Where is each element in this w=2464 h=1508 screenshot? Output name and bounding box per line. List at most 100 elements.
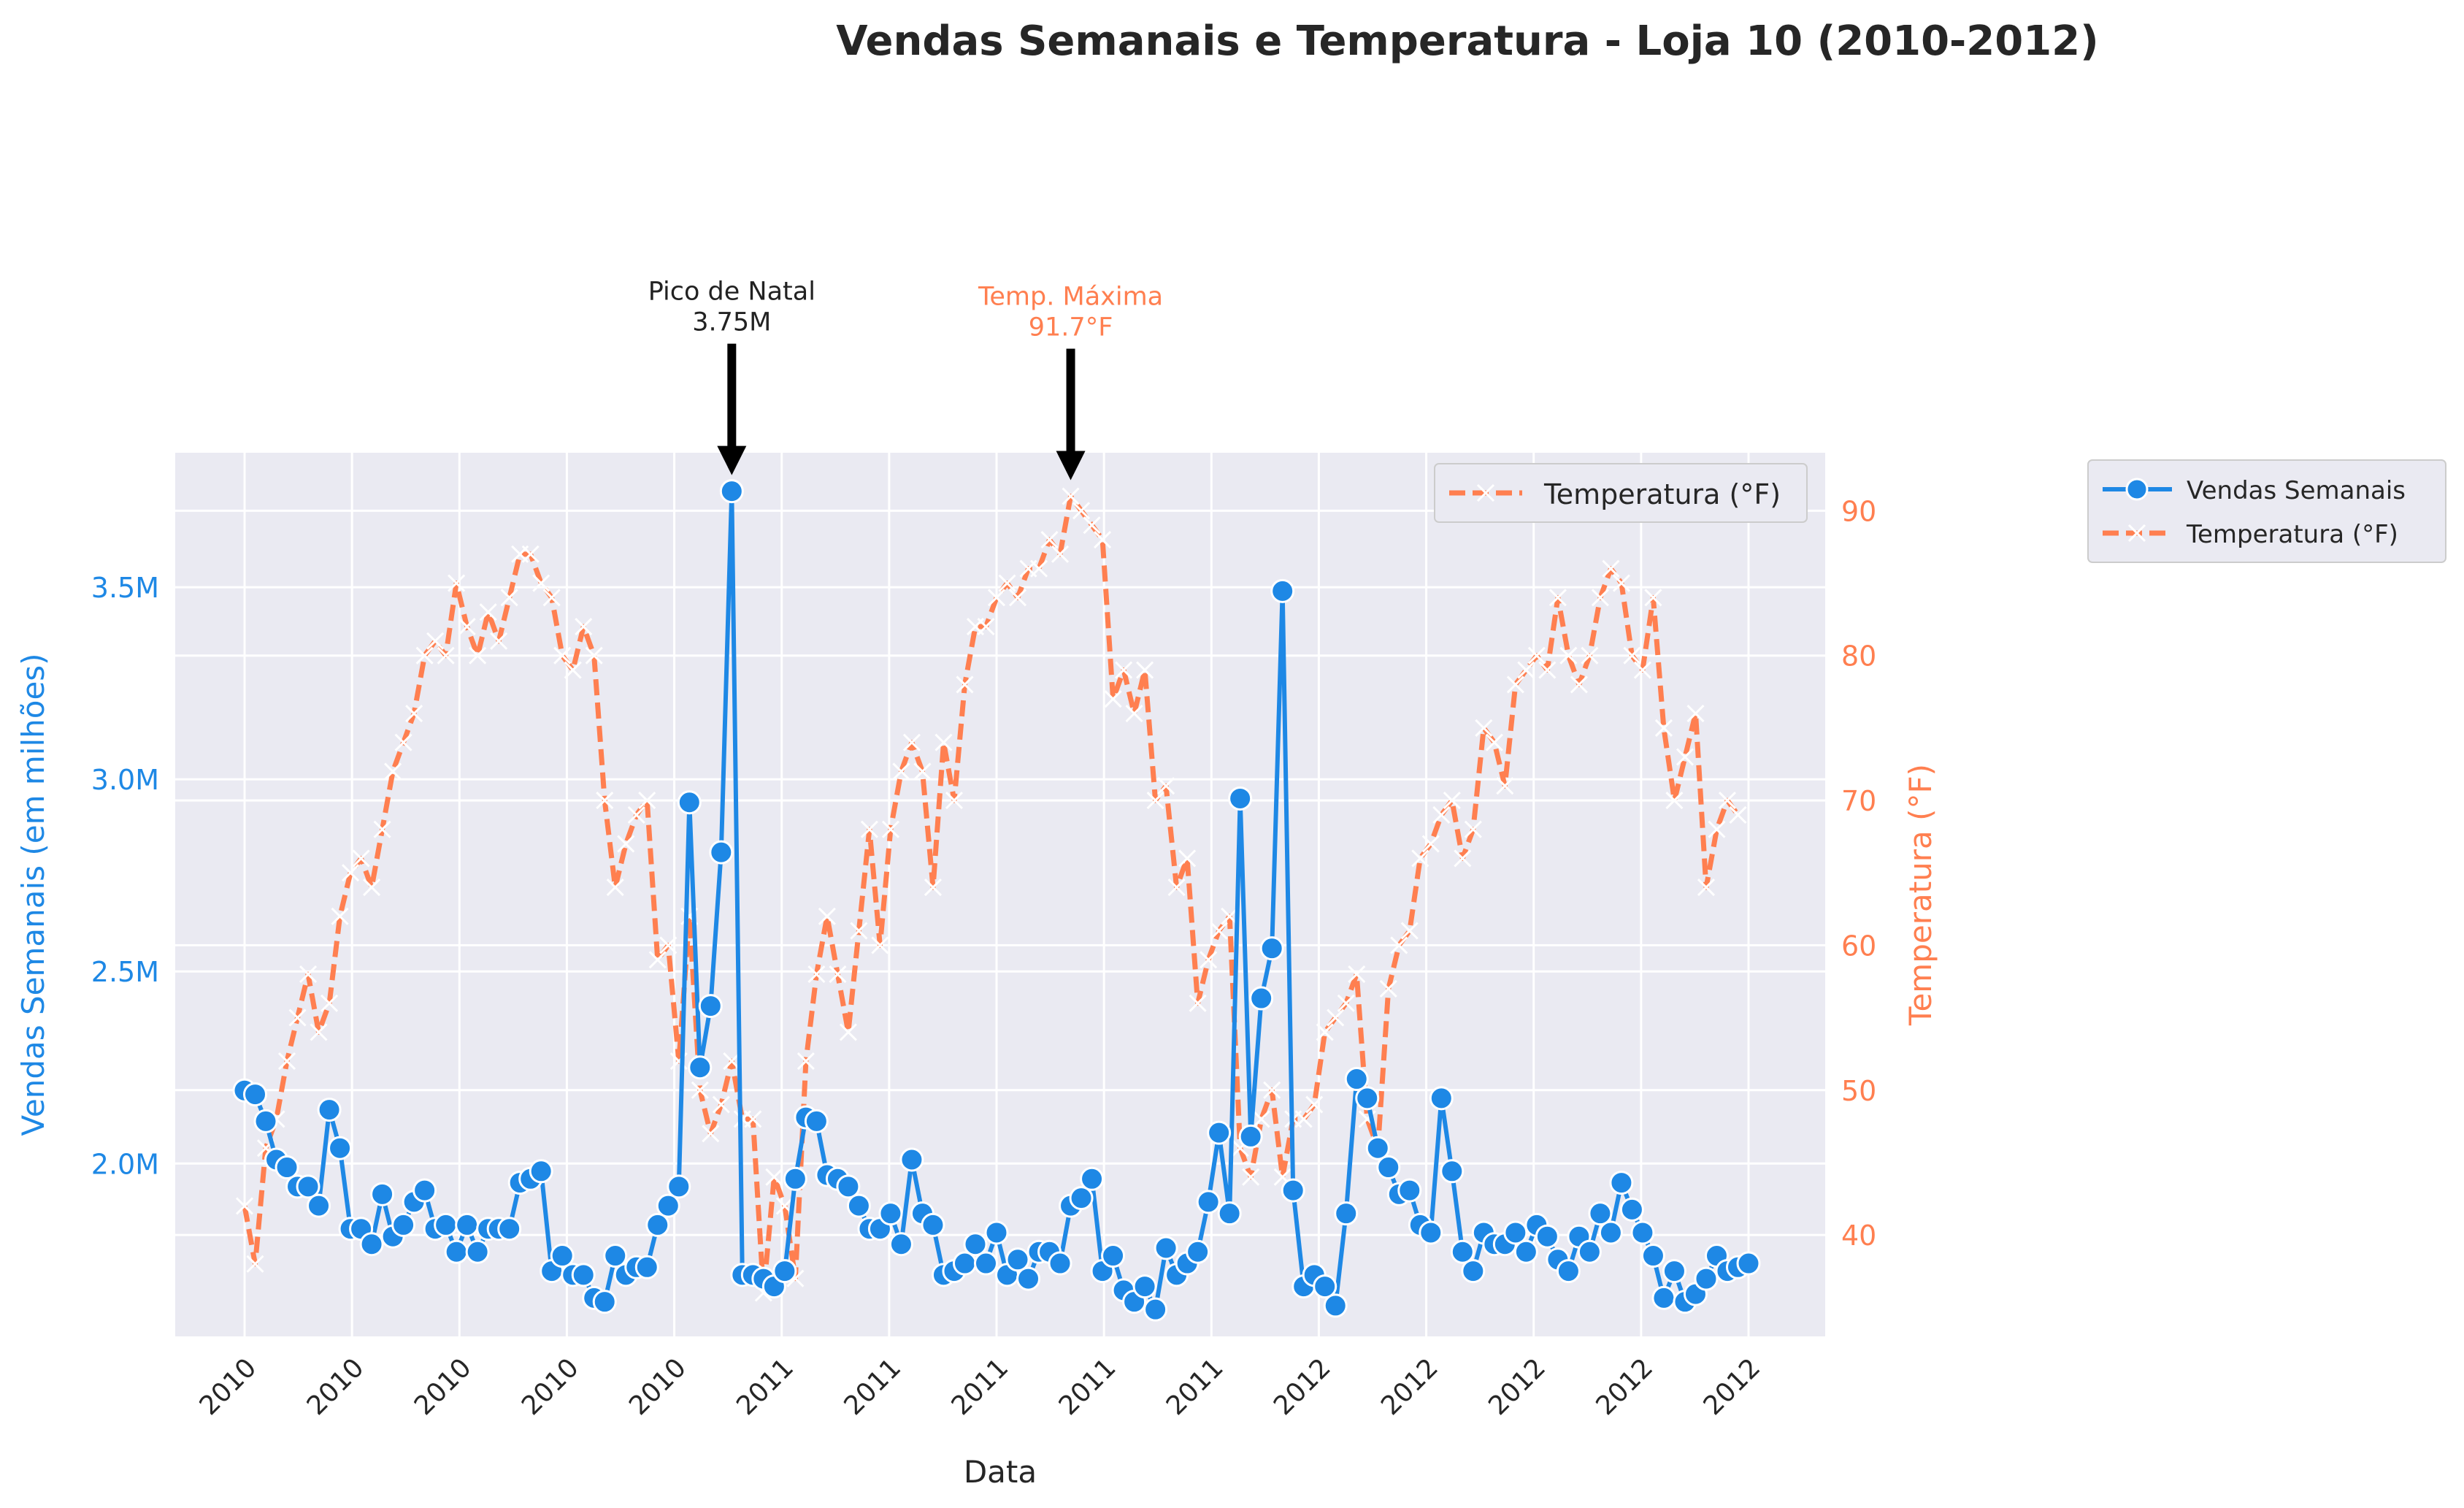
sales-point: [1005, 1247, 1030, 1272]
temperature-point: [1454, 849, 1472, 868]
temperature-point: [1485, 733, 1503, 751]
sales-point: [359, 1232, 384, 1257]
temperature-point: [1665, 792, 1684, 810]
temperature-point: [1390, 936, 1408, 954]
y-tick-label-right: 40: [1841, 1220, 1876, 1252]
temperature-point: [1337, 994, 1355, 1012]
sales-point: [571, 1263, 596, 1287]
sales-point: [836, 1174, 861, 1199]
temperature-point: [1178, 849, 1197, 868]
temperature-point: [1506, 675, 1524, 694]
temperature-point: [1305, 1095, 1324, 1114]
sales-point: [688, 1055, 713, 1080]
annotation-value: 91.7°F: [1029, 313, 1113, 342]
sales-point: [1640, 1244, 1665, 1268]
sales-point: [1323, 1293, 1348, 1318]
sales-point: [1217, 1201, 1242, 1226]
x-tick-label: 2012: [1375, 1352, 1444, 1421]
legend-outside-temperature-swatch: [2103, 524, 2172, 543]
sales-point: [634, 1255, 659, 1279]
sales-point: [1397, 1178, 1422, 1203]
sales-point: [1598, 1220, 1623, 1245]
temperature-point: [998, 574, 1016, 592]
x-tick-label: 2011: [946, 1352, 1015, 1421]
sales-point: [667, 1174, 691, 1199]
sales-point: [1662, 1259, 1686, 1284]
sales-point: [1450, 1239, 1475, 1264]
temperature-point: [1200, 951, 1218, 969]
x-tick-label: 2011: [838, 1352, 907, 1421]
temperature-point: [1612, 574, 1630, 592]
sales-point: [921, 1212, 945, 1237]
temperature-point: [1146, 792, 1164, 810]
temperature-point: [881, 820, 899, 838]
sales-point: [698, 994, 723, 1019]
temperature-point: [1559, 646, 1578, 665]
sales-point: [1503, 1220, 1528, 1245]
temperature-point: [702, 1125, 720, 1143]
legend-outside-sales-label: Vendas Semanais: [2187, 476, 2406, 505]
temperature-point: [1591, 589, 1609, 607]
temperature-point: [1263, 1081, 1281, 1099]
sales-point: [455, 1212, 480, 1237]
temperature-point: [638, 792, 656, 810]
temperature-point: [363, 879, 381, 897]
temperature-point: [1527, 646, 1546, 665]
temperature-point: [352, 849, 370, 868]
sales-point: [973, 1251, 998, 1276]
sales-point: [497, 1217, 522, 1241]
right-axis-ticks: 40 50 60 70 80 90: [1841, 495, 1876, 1252]
temperature-point: [490, 632, 508, 650]
sales-point: [878, 1201, 903, 1226]
sales-point: [1313, 1274, 1337, 1299]
chart-title: Vendas Semanais e Temperatura - Loja 10 …: [836, 18, 2099, 65]
temperature-point: [553, 646, 572, 665]
temperature-point: [331, 907, 349, 925]
legend-inside-box: [1434, 463, 1808, 523]
temperature-point: [1252, 1110, 1270, 1128]
sales-point: [434, 1212, 458, 1237]
temperature-point: [585, 646, 603, 665]
legend-outside-box: [2087, 459, 2446, 563]
sales-point: [1080, 1166, 1105, 1191]
temperature-point: [288, 1008, 307, 1027]
sales-point: [1694, 1266, 1719, 1291]
temperature-point: [277, 1052, 296, 1071]
temperature-point: [617, 835, 635, 853]
temperature-point: [871, 936, 889, 954]
temperature-point: [437, 646, 455, 665]
temperature-point: [1083, 516, 1101, 535]
temperature-point: [924, 879, 943, 897]
legend-inside-temperature-label: Temperatura (°F): [1543, 478, 1781, 510]
temperature-point: [1421, 835, 1440, 853]
sales-point: [592, 1290, 617, 1314]
temperature-point: [469, 646, 487, 665]
x-tick-label: 2010: [194, 1352, 263, 1421]
sales-point: [1365, 1136, 1390, 1160]
y-tick-label-left: 3.0M: [91, 764, 159, 796]
sales-point: [529, 1159, 553, 1184]
y-tick-label-right: 70: [1841, 785, 1876, 817]
sales-point: [1736, 1251, 1761, 1276]
temperature-point: [235, 1197, 254, 1215]
sales-point: [1259, 936, 1284, 961]
legend-outside-sales-marker: [2125, 478, 2149, 501]
temperature-point: [902, 733, 921, 751]
temperature-point: [246, 1255, 264, 1273]
y-tick-label-right: 50: [1841, 1075, 1876, 1107]
sales-point: [984, 1220, 1009, 1245]
sales-point: [656, 1193, 680, 1218]
temperature-point: [426, 632, 445, 650]
x-tick-label: 2010: [302, 1352, 370, 1421]
legend-outside-temperature-marker: [2127, 524, 2146, 543]
x-tick-label: 2011: [1053, 1352, 1122, 1421]
sales-point: [253, 1109, 278, 1133]
temperature-point: [1051, 545, 1070, 563]
temperature-point: [479, 603, 497, 621]
x-tick-label: 2012: [1483, 1352, 1551, 1421]
sales-point: [1238, 1124, 1263, 1149]
temperature-point: [1686, 704, 1705, 723]
sales-point: [772, 1259, 797, 1284]
sales-point: [1535, 1224, 1559, 1249]
annotation-value: 3.75M: [692, 308, 771, 337]
